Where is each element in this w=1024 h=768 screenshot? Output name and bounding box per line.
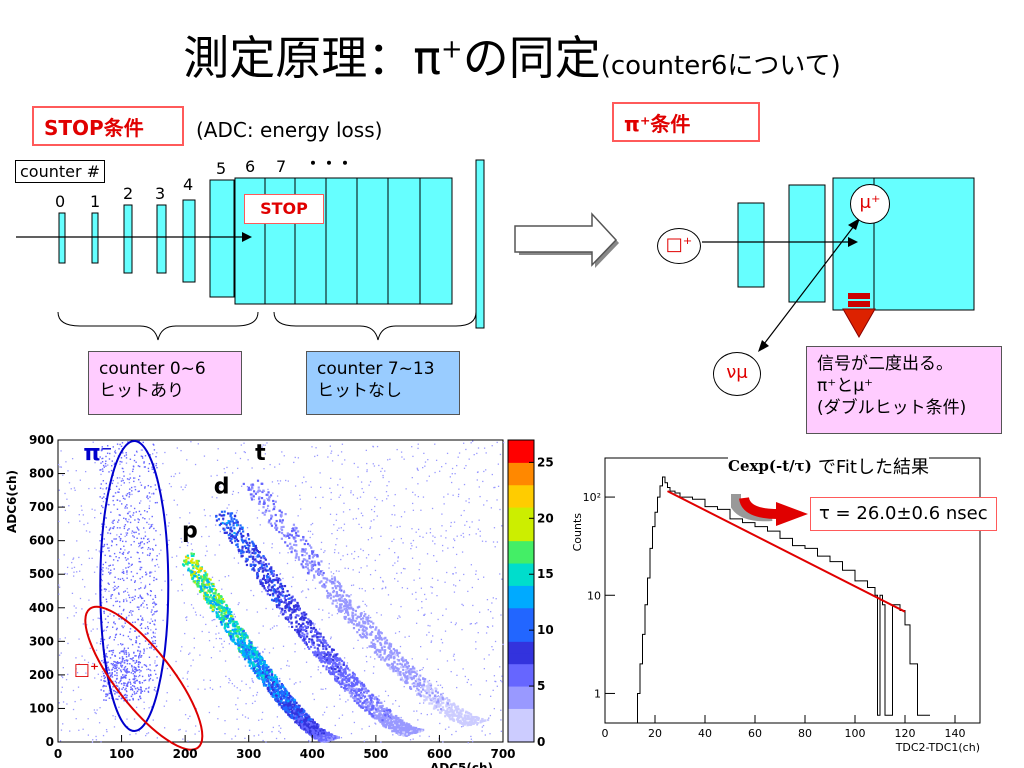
pi-plus-ellipse [84, 605, 204, 751]
counter-diagram [16, 159, 485, 341]
heatmap-y-tick: 900 [29, 433, 54, 447]
decay-x-tick: 140 [945, 727, 966, 740]
decay-ylabel: Counts [571, 513, 584, 552]
heatmap-y-tick: 600 [29, 534, 54, 548]
heatmap-x-tick: 700 [490, 747, 515, 761]
beam-arrowhead [242, 232, 252, 242]
counter-number-1: 1 [90, 192, 101, 211]
pi-decay-diagram [702, 177, 975, 352]
heatmap-y-tick: 800 [29, 467, 54, 481]
heatmap-y-tick: 0 [46, 735, 54, 749]
heatmap-points [58, 440, 505, 744]
colorbar-tick: 0 [537, 735, 545, 749]
adc-note: (ADC: energy loss) [196, 118, 383, 142]
counter-5 [209, 179, 235, 298]
red-down-arrow-icon [842, 308, 876, 339]
adc-heatmap: 0 100 200 300 400 500 600 700010020030040050060… [5, 433, 554, 768]
heatmap-x-tick: 300 [236, 747, 261, 761]
slide-title: 測定原理：π+の同定(counter6について) [183, 31, 841, 85]
counter-number-4: 4 [183, 175, 194, 194]
decay-xlabel: TDC2-TDC1(ch) [895, 741, 980, 754]
decay-x-tick: 100 [845, 727, 866, 740]
decay-x-tick: 0 [602, 727, 609, 740]
tau-result: τ = 26.0±0.6 nsec [810, 497, 997, 531]
heatmap-x-tick: 0 [54, 747, 62, 761]
counter-13 [475, 159, 485, 329]
decay-y-tick: 1 [594, 687, 601, 700]
counter-4 [182, 199, 196, 283]
counter-number-6: 6 [245, 157, 256, 176]
colorbar-tick: 5 [537, 679, 545, 693]
right-counter-b [788, 184, 826, 303]
decay-y-tick: 10 [587, 589, 601, 602]
counter-9 [325, 177, 358, 305]
red-curved-arrow-icon [731, 494, 808, 526]
muon-symbol: μ⁺ [850, 184, 890, 224]
fit-suffix: でFitした結果 [817, 457, 929, 478]
hit-box: counter 0~6 ヒットあり [88, 351, 242, 415]
heatmap-y-tick: 300 [29, 634, 54, 648]
decay-fit-line [667, 490, 906, 613]
heatmap-x-tick: 600 [427, 747, 452, 761]
colorbar-tick: 20 [537, 511, 554, 525]
heatmap-x-tick: 200 [173, 747, 198, 761]
heatmap-y-tick: 100 [29, 701, 54, 715]
counter-number-7: 7 [276, 157, 287, 176]
decay-x-tick: 20 [648, 727, 662, 740]
hollow-arrow-icon [514, 212, 619, 268]
heatmap-y-tick: 500 [29, 567, 54, 581]
nohit-box: counter 7~13 ヒットなし [306, 351, 460, 415]
heatmap-x-tick: 100 [109, 747, 134, 761]
muon-track [763, 225, 855, 345]
colorbar-frame [507, 439, 535, 743]
heatmap-y-tick: 200 [29, 668, 54, 682]
counter-10 [356, 177, 389, 305]
heatmap-annotation: p [182, 518, 198, 543]
colorbar-tick: 25 [537, 455, 554, 469]
heatmap-y-tick: 700 [29, 500, 54, 514]
heatmap-xlabel: ADC5(ch) [430, 761, 493, 768]
fit-formula: Cexp(-t/τ) [728, 457, 812, 475]
counter-2 [123, 204, 133, 274]
decay-x-tick: 60 [748, 727, 762, 740]
counter-0 [58, 212, 66, 264]
counter-3 [156, 204, 167, 274]
counter-11 [387, 177, 421, 305]
counter-number-3: 3 [155, 184, 166, 203]
counter-12 [419, 177, 453, 305]
heatmap-annotation: □⁺ [74, 660, 99, 680]
fit-note: Cexp(-t/τ) でFitした結果 [728, 446, 929, 486]
pi-minus-ellipse [99, 439, 170, 732]
colorbar-tick: 10 [537, 623, 554, 637]
heatmap-x-tick: 400 [300, 747, 325, 761]
heatmap-annotation: π⁻ [83, 441, 112, 466]
heatmap-ylabel: ADC6(ch) [5, 470, 19, 533]
decay-x-tick: 120 [895, 727, 916, 740]
brace-nohit [273, 311, 477, 341]
colorbar-tick: 15 [537, 567, 554, 581]
double-hit-box: 信号が二度出る。 π⁺とμ⁺ (ダブルヒット条件) [806, 346, 1002, 434]
decay-y-tick: 10² [583, 491, 601, 504]
stop-label: STOP [244, 194, 324, 224]
decay-x-tick: 80 [798, 727, 812, 740]
heatmap-y-tick: 400 [29, 601, 54, 615]
brace-hit [57, 311, 259, 341]
heatmap-annotation: d [214, 475, 230, 500]
decay-x-tick: 40 [698, 727, 712, 740]
stop-condition-label: STOP条件 [32, 106, 184, 146]
counter-number-2: 2 [123, 184, 134, 203]
pi-condition-label: π⁺条件 [612, 102, 760, 142]
counter-number-5: 5 [216, 159, 227, 178]
counter-ellipsis: ・・・ [305, 154, 354, 173]
heatmap-annotation: t [255, 441, 266, 466]
right-counter-d [873, 177, 975, 311]
decay-data-series [605, 476, 930, 724]
counter-1 [91, 212, 99, 264]
pion-symbol: □⁺ [657, 228, 701, 264]
neutrino-symbol: νμ [713, 352, 761, 396]
heatmap-x-tick: 500 [363, 747, 388, 761]
right-counter-a [737, 202, 765, 288]
counter-number-0: 0 [55, 192, 66, 211]
counter-label: counter # [15, 160, 106, 183]
